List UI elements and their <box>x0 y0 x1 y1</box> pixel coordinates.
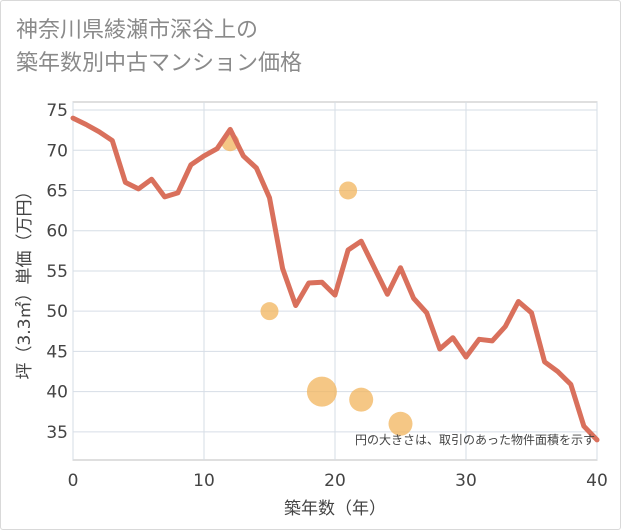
bubble-point <box>339 181 358 200</box>
bubble-point <box>306 376 337 407</box>
y-tick-label: 40 <box>46 383 68 403</box>
chart-title-line-2: 築年数別中古マンション価格 <box>16 51 303 76</box>
y-tick-label: 50 <box>46 302 68 322</box>
y-tick-label: 70 <box>46 141 68 161</box>
y-tick-label: 35 <box>46 423 68 443</box>
chart-title: 神奈川県綾瀬市深谷上の 築年数別中古マンション価格 <box>16 14 302 80</box>
y-tick-label: 65 <box>46 181 68 201</box>
y-tick-label: 75 <box>46 101 68 121</box>
y-tick-label: 60 <box>46 222 68 242</box>
y-tick-labels: 35 40 45 50 55 60 65 70 75 <box>46 101 68 443</box>
x-tick-labels: 0 10 20 30 40 <box>68 471 608 491</box>
chart-title-line-1: 神奈川県綾瀬市深谷上の <box>16 18 259 43</box>
bubble-point <box>349 387 374 412</box>
y-tick-label: 45 <box>46 342 68 362</box>
x-tick-label: 40 <box>586 471 608 491</box>
x-axis-label: 築年数（年） <box>284 499 386 519</box>
bubble-size-note: 円の大きさは、取引のあった物件面積を示す <box>355 432 595 447</box>
x-tick-label: 10 <box>193 471 215 491</box>
bubble-point <box>388 411 413 436</box>
x-tick-label: 30 <box>455 471 477 491</box>
bubble-point <box>260 302 279 321</box>
y-axis-label: 坪（3.3㎡）単価（万円） <box>15 182 35 379</box>
price-line <box>70 115 600 443</box>
x-tick-label: 20 <box>324 471 346 491</box>
x-tick-label: 0 <box>68 471 79 491</box>
y-tick-label: 55 <box>46 262 68 282</box>
grid-lines <box>72 102 598 460</box>
